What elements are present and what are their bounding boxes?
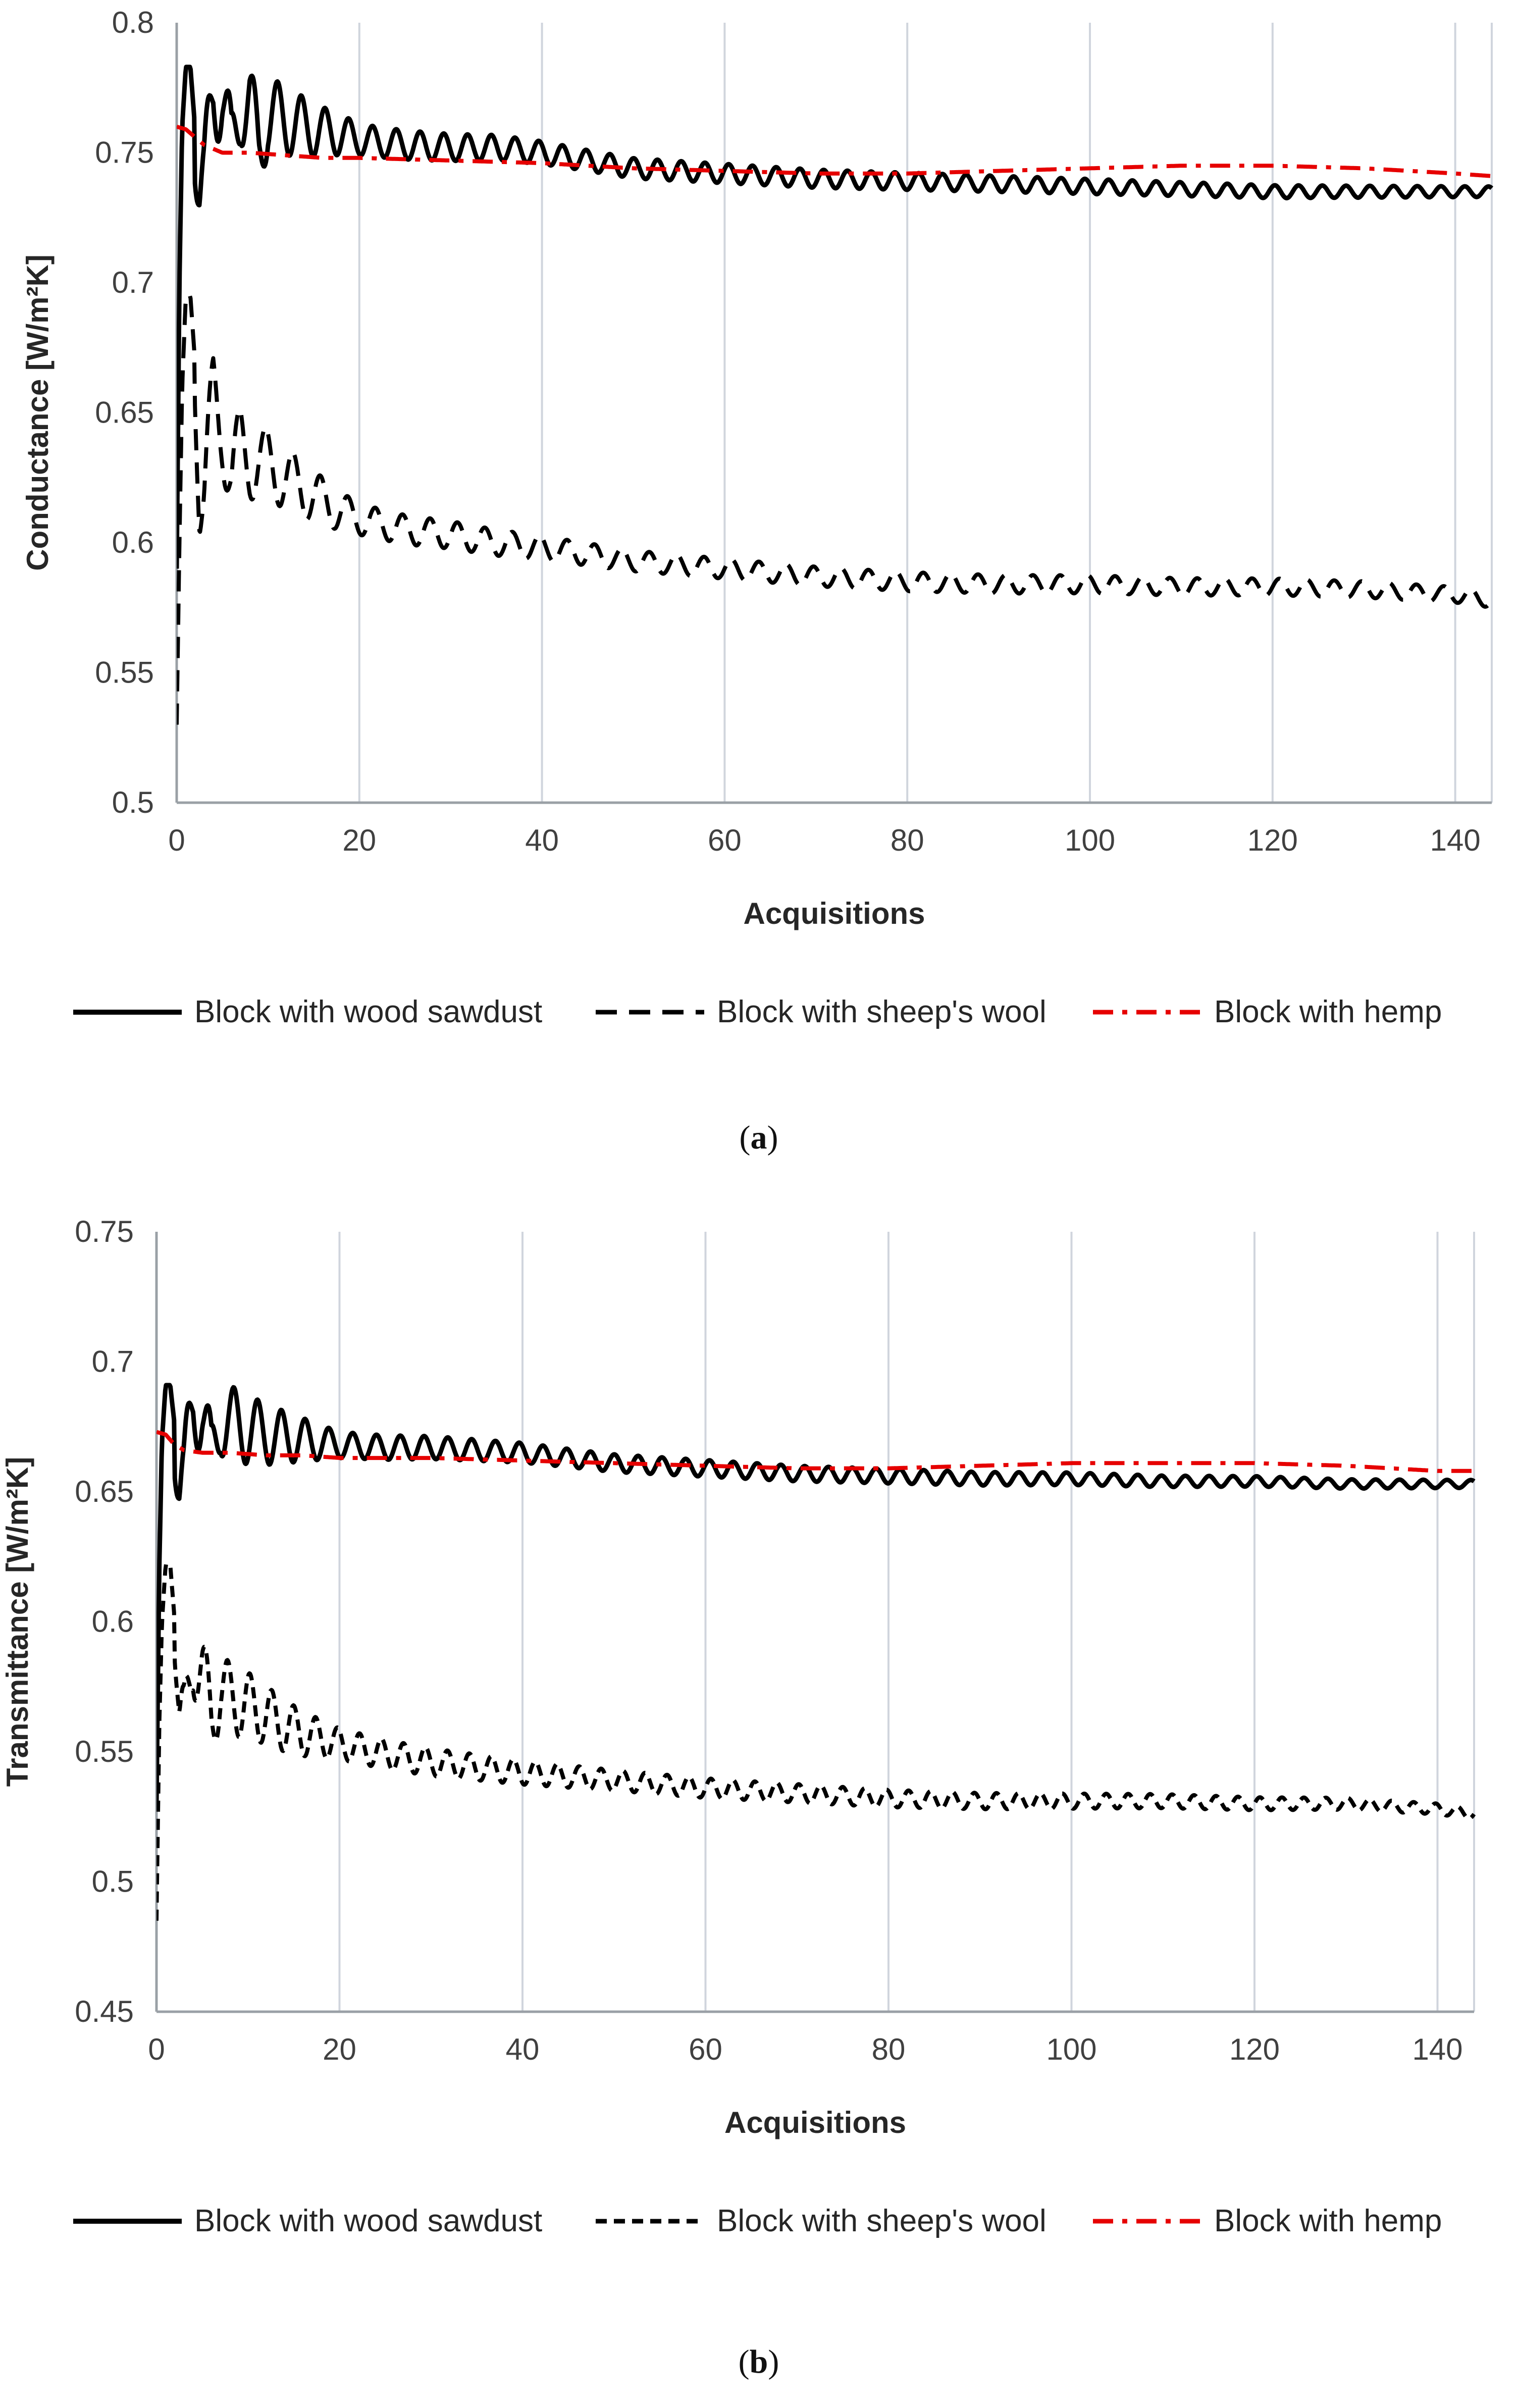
series-line-wood-sawdust bbox=[177, 65, 1494, 569]
y-tick-label: 0.65 bbox=[95, 396, 154, 430]
legend-label: Block with wood sawdust bbox=[194, 994, 542, 1029]
y-tick-label: 0.5 bbox=[92, 1865, 134, 1899]
x-tick-label: 20 bbox=[323, 2032, 356, 2066]
y-tick-label: 0.45 bbox=[75, 1995, 134, 2028]
x-tick-label: 120 bbox=[1247, 823, 1298, 857]
panel-caption-letter: a bbox=[751, 1119, 767, 1156]
y-tick-label: 0.7 bbox=[112, 266, 154, 299]
legend-label: Block with sheep's wool bbox=[717, 2204, 1046, 2238]
x-tick-label: 60 bbox=[689, 2032, 722, 2066]
y-tick-label: 0.8 bbox=[112, 6, 154, 39]
y-tick-label: 0.75 bbox=[75, 1215, 134, 1248]
chart-panel-a: 0 20 40 60 80 100 120 140 0.5 0.55 0.6 0.65 0.7 0.75 0… bbox=[21, 6, 1494, 1156]
legend-label: Block with wood sawdust bbox=[194, 2204, 542, 2238]
y-tick-label: 0.65 bbox=[75, 1475, 134, 1508]
x-axis-title: Acquisitions bbox=[724, 2106, 906, 2139]
x-tick-label: 40 bbox=[506, 2032, 540, 2066]
legend-label: Block with hemp bbox=[1214, 2204, 1442, 2238]
y-tick-label: 0.55 bbox=[95, 656, 154, 690]
legend: Block with wood sawdust Block with sheep'… bbox=[73, 2204, 1442, 2238]
x-tick-label: 100 bbox=[1065, 823, 1115, 857]
x-tick-label: 40 bbox=[525, 823, 559, 857]
chart-panel-b: 0 20 40 60 80 100 120 140 0.45 0.5 0.55 0.6 0.65 0.7 0… bbox=[1, 1215, 1476, 2380]
series-line-hemp bbox=[177, 125, 1493, 178]
y-axis-title: Conductance [W/m²K] bbox=[21, 254, 55, 571]
x-tick-label: 140 bbox=[1412, 2032, 1462, 2066]
legend-label: Block with hemp bbox=[1214, 994, 1442, 1029]
y-tick-label: 0.6 bbox=[112, 526, 154, 559]
series-line-sheeps-wool bbox=[177, 293, 1494, 725]
y-tick-label: 0.5 bbox=[112, 786, 154, 819]
legend-label: Block with sheep's wool bbox=[717, 994, 1046, 1029]
x-tick-label: 120 bbox=[1229, 2032, 1280, 2066]
panel-caption: (b) bbox=[739, 2343, 779, 2380]
panel-caption: (a) bbox=[740, 1119, 778, 1156]
x-tick-label: 0 bbox=[148, 2032, 165, 2066]
x-tick-label: 80 bbox=[872, 2032, 906, 2066]
x-tick-label: 60 bbox=[708, 823, 742, 857]
y-axis-title: Transmittance [W/m²K] bbox=[1, 1457, 34, 1787]
series-line-wood-sawdust bbox=[156, 1383, 1476, 1804]
legend: Block with wood sawdust Block with sheep'… bbox=[73, 994, 1442, 1029]
x-tick-label: 20 bbox=[342, 823, 376, 857]
x-tick-label: 80 bbox=[891, 823, 924, 857]
y-tick-label: 0.7 bbox=[92, 1345, 134, 1379]
x-tick-label: 0 bbox=[168, 823, 185, 857]
y-tick-label: 0.6 bbox=[92, 1605, 134, 1639]
series-line-sheeps-wool bbox=[156, 1562, 1476, 1921]
series-line-hemp bbox=[156, 1430, 1476, 1473]
y-tick-label: 0.75 bbox=[95, 136, 154, 170]
x-axis-title: Acquisitions bbox=[743, 897, 925, 930]
y-tick-label: 0.55 bbox=[75, 1735, 134, 1768]
panel-caption-letter: b bbox=[750, 2343, 768, 2380]
x-tick-label: 140 bbox=[1430, 823, 1481, 857]
x-tick-label: 100 bbox=[1046, 2032, 1096, 2066]
